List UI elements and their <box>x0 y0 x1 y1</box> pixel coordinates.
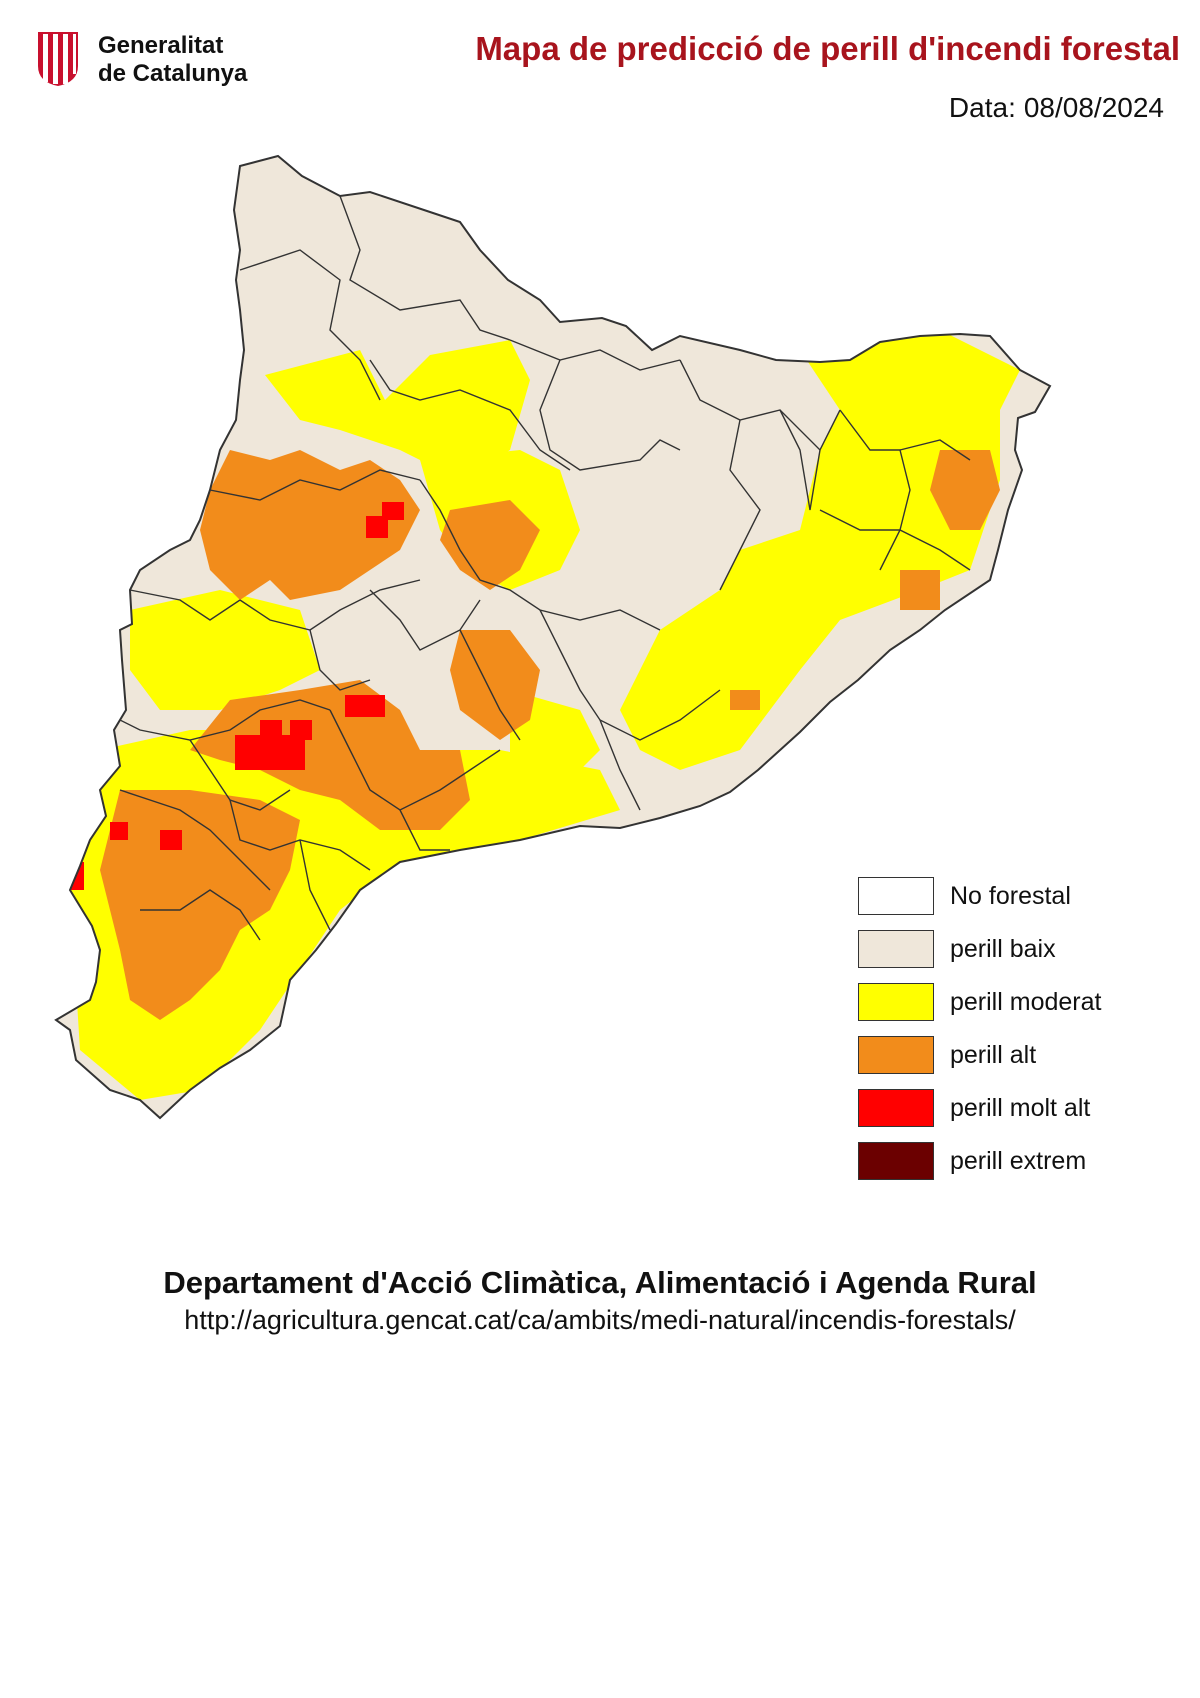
legend-item-perill-baix: perill baix <box>858 927 1158 980</box>
legend-item-perill-molt-alt: perill molt alt <box>858 1086 1158 1139</box>
generalitat-logo: Generalitat de Catalunya <box>34 28 284 88</box>
legend-label: No forestal <box>950 882 1071 910</box>
footer: Departament d'Acció Climàtica, Alimentac… <box>0 1265 1200 1336</box>
legend-item-no-forestal: No forestal <box>858 874 1158 927</box>
legend-label: perill moderat <box>950 988 1102 1016</box>
legend-swatch <box>858 1036 934 1074</box>
legend: No forestal perill baix perill moderat peri… <box>858 874 1158 1192</box>
legend-item-perill-moderat: perill moderat <box>858 980 1158 1033</box>
logo-text: Generalitat de Catalunya <box>98 32 247 88</box>
zones-perill-alt <box>100 450 1000 1020</box>
legend-item-perill-alt: perill alt <box>858 1033 1158 1086</box>
date-value: 08/08/2024 <box>1023 92 1164 123</box>
date-prefix: Data: <box>948 92 1016 123</box>
logo-line-1: Generalitat <box>98 32 224 59</box>
catalonia-fire-danger-map <box>55 155 1051 1119</box>
legend-label: perill alt <box>950 1041 1037 1069</box>
logo-line-2: de Catalunya <box>98 60 248 87</box>
legend-swatch <box>858 1142 934 1180</box>
danger-zones <box>66 330 1020 1100</box>
legend-swatch <box>858 1089 934 1127</box>
legend-label: perill extrem <box>950 1147 1087 1175</box>
legend-swatch <box>858 983 934 1021</box>
legend-swatch <box>858 930 934 968</box>
legend-item-perill-extrem: perill extrem <box>858 1139 1158 1192</box>
source-url: http://agricultura.gencat.cat/ca/ambits/… <box>184 1305 1016 1335</box>
page-title: Mapa de predicció de perill d'incendi fo… <box>475 30 1180 67</box>
legend-label: perill molt alt <box>950 1094 1091 1122</box>
catalan-flag-icon <box>38 32 78 86</box>
legend-swatch <box>858 877 934 915</box>
legend-label: perill baix <box>950 935 1056 963</box>
department-name: Departament d'Acció Climàtica, Alimentac… <box>163 1265 1037 1300</box>
comarca-boundaries <box>99 195 971 941</box>
date-label: Data: 08/08/2024 <box>949 92 1164 124</box>
